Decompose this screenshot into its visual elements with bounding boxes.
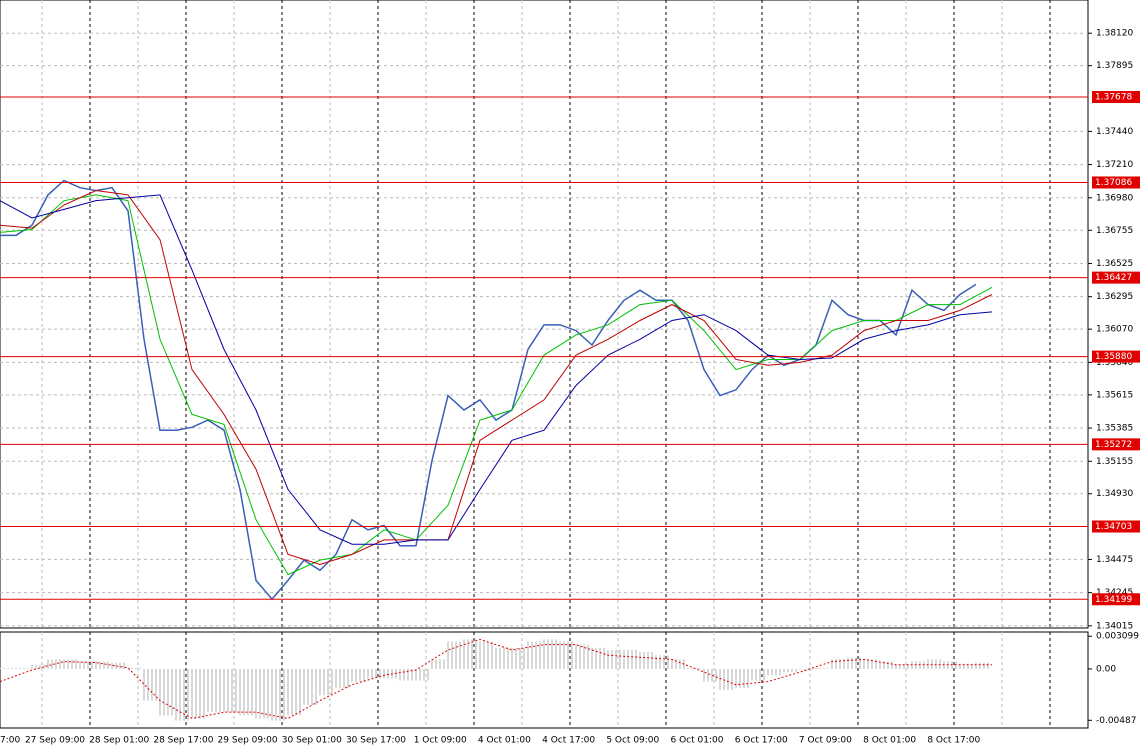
- x-tick-label: 1 Oct 09:00: [414, 736, 467, 746]
- y-tick-label: 1.35615: [1096, 390, 1133, 400]
- level-label: 1.35272: [1095, 440, 1132, 450]
- level-label: 1.35880: [1095, 352, 1132, 362]
- level-label-box: [1092, 271, 1140, 284]
- y-tick-label: 1.34015: [1096, 621, 1133, 631]
- main-panel: [0, 0, 1089, 629]
- x-tick-label: 5 Oct 09:00: [606, 736, 659, 746]
- level-label-box: [1092, 438, 1140, 451]
- x-tick-label: 28 Sep 01:00: [89, 736, 149, 746]
- x-tick-label: 6 Oct 17:00: [735, 736, 788, 746]
- x-tick-label: 8 Oct 17:00: [927, 736, 980, 746]
- level-label-box: [1092, 593, 1140, 606]
- x-tick-label: 27 Sep 09:00: [25, 736, 85, 746]
- y-tick-label: 1.38120: [1096, 29, 1133, 39]
- oscillator-panel: [0, 631, 1089, 729]
- y-tick-label: 1.37210: [1096, 160, 1133, 170]
- level-label: 1.37678: [1095, 93, 1132, 103]
- y-tick-label: 1.35385: [1096, 424, 1133, 434]
- x-tick-label: 7:00: [0, 736, 20, 746]
- moving-average: [0, 194, 993, 545]
- level-label-box: [1092, 520, 1140, 533]
- y-tick-label: 1.37895: [1096, 61, 1133, 71]
- y-tick-label: 1.37440: [1096, 127, 1133, 137]
- y-tick-label: 1.34475: [1096, 555, 1133, 565]
- signal-line: [0, 638, 992, 720]
- level-label-box: [1092, 91, 1140, 104]
- moving-average: [0, 194, 993, 576]
- y-tick-label: 0.00: [1096, 664, 1116, 674]
- y-tick-label: 0.003099: [1096, 632, 1139, 642]
- level-label: 1.36427: [1095, 273, 1132, 283]
- price-line: [0, 179, 977, 601]
- y-tick-label: 1.36755: [1096, 226, 1133, 236]
- x-tick-label: 29 Sep 09:00: [218, 736, 278, 746]
- x-tick-label: 6 Oct 01:00: [671, 736, 724, 746]
- y-tick-label: 1.34930: [1096, 489, 1133, 499]
- x-tick-label: 4 Oct 17:00: [542, 736, 595, 746]
- y-tick-label: 1.35840: [1096, 358, 1133, 368]
- vertical-grid: [41, 0, 1051, 728]
- x-tick-label: 30 Sep 17:00: [346, 736, 406, 746]
- level-label-box: [1092, 350, 1140, 363]
- level-label: 1.34199: [1095, 595, 1132, 605]
- x-tick-label: 30 Sep 01:00: [282, 736, 342, 746]
- y-tick-label: -0.00487: [1096, 716, 1136, 726]
- x-tick-label: 7 Oct 09:00: [799, 736, 852, 746]
- y-tick-label: 1.34245: [1096, 588, 1133, 598]
- level-label: 1.37086: [1095, 178, 1132, 188]
- x-tick-label: 28 Sep 17:00: [153, 736, 213, 746]
- x-tick-label: 4 Oct 01:00: [478, 736, 531, 746]
- y-tick-label: 1.35155: [1096, 457, 1133, 467]
- x-tick-label: 8 Oct 01:00: [863, 736, 916, 746]
- y-tick-label: 1.36980: [1096, 193, 1133, 203]
- y-tick-label: 1.36070: [1096, 325, 1133, 335]
- y-tick-label: 1.36525: [1096, 259, 1133, 269]
- y-tick-label: 1.36295: [1096, 292, 1133, 302]
- moving-average: [0, 190, 993, 566]
- level-label-box: [1092, 176, 1140, 189]
- level-label: 1.34703: [1095, 522, 1132, 532]
